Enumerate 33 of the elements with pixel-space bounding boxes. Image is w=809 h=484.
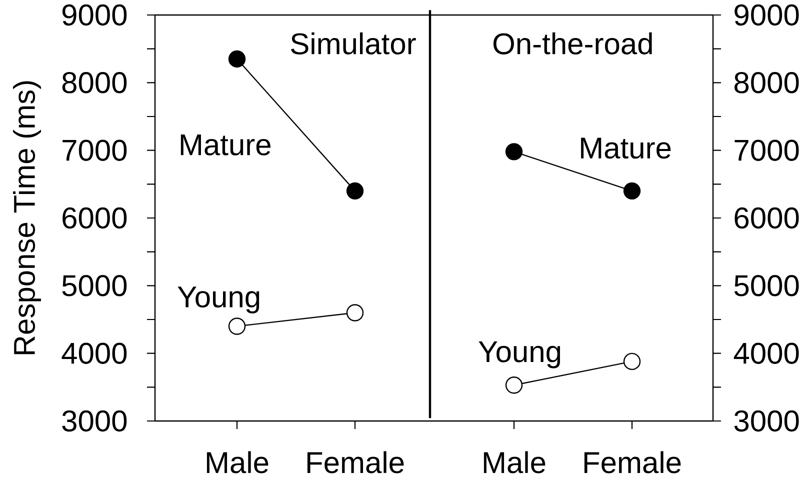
point <box>623 182 641 200</box>
series-label: Mature <box>581 138 671 159</box>
y2-tick-label: 8000 <box>734 72 799 94</box>
point <box>346 304 364 322</box>
series-label: Young <box>178 286 260 314</box>
x-tick-label: Male <box>484 451 546 474</box>
y-tick-label: 8000 <box>62 72 127 94</box>
y2-tick-label: 3000 <box>734 410 799 432</box>
series-label: Young <box>478 341 560 368</box>
point <box>623 352 641 370</box>
point <box>228 318 246 335</box>
x-tick-label: Male <box>206 451 268 474</box>
point <box>346 182 364 200</box>
y2-tick-label: 5000 <box>734 275 799 296</box>
y-tick-label: 3000 <box>62 410 127 432</box>
y-tick-label: 6000 <box>62 207 127 229</box>
y2-tick-label: 9000 <box>734 4 799 26</box>
y2-tick-label: 6000 <box>734 207 799 229</box>
y-tick-label: 9000 <box>62 4 127 26</box>
y-tick-label: 4000 <box>62 342 127 364</box>
y-tick-label: 5000 <box>62 275 127 296</box>
y2-tick-label: 4000 <box>734 342 799 364</box>
chart-title: On-the-road <box>493 32 652 54</box>
point <box>505 376 523 394</box>
y-axis-title: Response Time (ms) <box>13 81 41 354</box>
chart-title: Simulator <box>291 32 416 54</box>
x-tick-label: Female <box>307 451 404 474</box>
y-tick-label: 7000 <box>62 140 127 161</box>
series-label: Mature <box>180 134 270 156</box>
point <box>228 50 246 68</box>
point <box>505 143 523 160</box>
y2-tick-label: 7000 <box>734 140 799 161</box>
x-tick-label: Female <box>584 451 681 474</box>
